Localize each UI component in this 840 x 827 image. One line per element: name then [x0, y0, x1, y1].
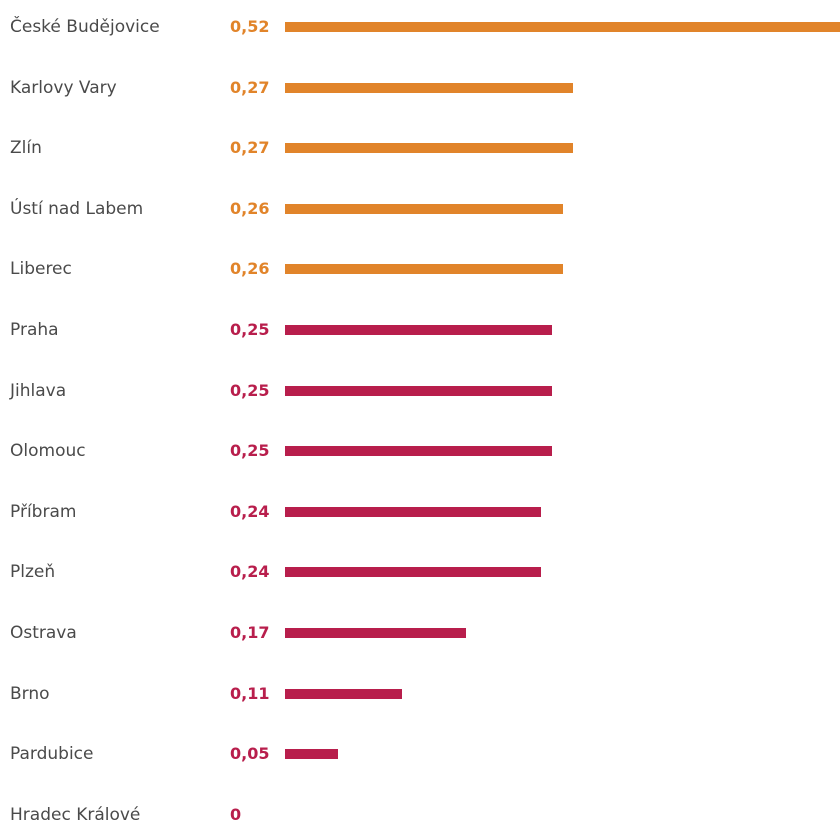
value-label: 0,25	[230, 441, 270, 461]
category-label: Ostrava	[10, 623, 77, 643]
bar	[285, 688, 402, 699]
bar	[285, 325, 552, 335]
category-label: Olomouc	[10, 441, 86, 462]
value-label: 0,27	[230, 138, 270, 158]
category-label: Hradec Králové	[10, 804, 141, 825]
bar	[285, 385, 552, 396]
category-label: Karlovy Vary	[10, 77, 117, 98]
value-label: 0,27	[230, 77, 270, 97]
value-label: 0,24	[230, 501, 270, 521]
value-label: 0,26	[230, 259, 270, 279]
value-label: 0,26	[230, 198, 270, 218]
category-label: Ústí nad Labem	[10, 198, 144, 219]
value-label: 0	[230, 804, 242, 824]
value-label: 0,25	[230, 380, 270, 400]
category-label: Pardubice	[10, 744, 94, 765]
bar	[285, 203, 563, 214]
category-label: České Budějovice	[10, 17, 160, 37]
bar	[285, 82, 573, 93]
bar	[285, 22, 840, 32]
category-label: Plzeň	[10, 562, 56, 583]
value-label: 0,17	[230, 623, 270, 642]
bar	[285, 446, 552, 457]
bar	[285, 506, 541, 517]
category-label: Zlín	[10, 138, 42, 159]
category-label: Liberec	[10, 259, 72, 280]
bar	[285, 264, 563, 275]
category-label: Příbram	[10, 501, 77, 522]
value-label: 0,25	[230, 320, 270, 339]
category-label: Brno	[10, 683, 50, 704]
value-label: 0,24	[230, 562, 270, 582]
value-label: 0,52	[230, 17, 270, 36]
value-label: 0,11	[230, 683, 270, 703]
category-label: Jihlava	[10, 380, 67, 401]
bar	[285, 749, 338, 760]
bar	[285, 143, 573, 154]
bar	[285, 567, 541, 578]
bar	[285, 628, 466, 638]
value-label: 0,05	[230, 744, 270, 764]
category-label: Praha	[10, 320, 59, 340]
